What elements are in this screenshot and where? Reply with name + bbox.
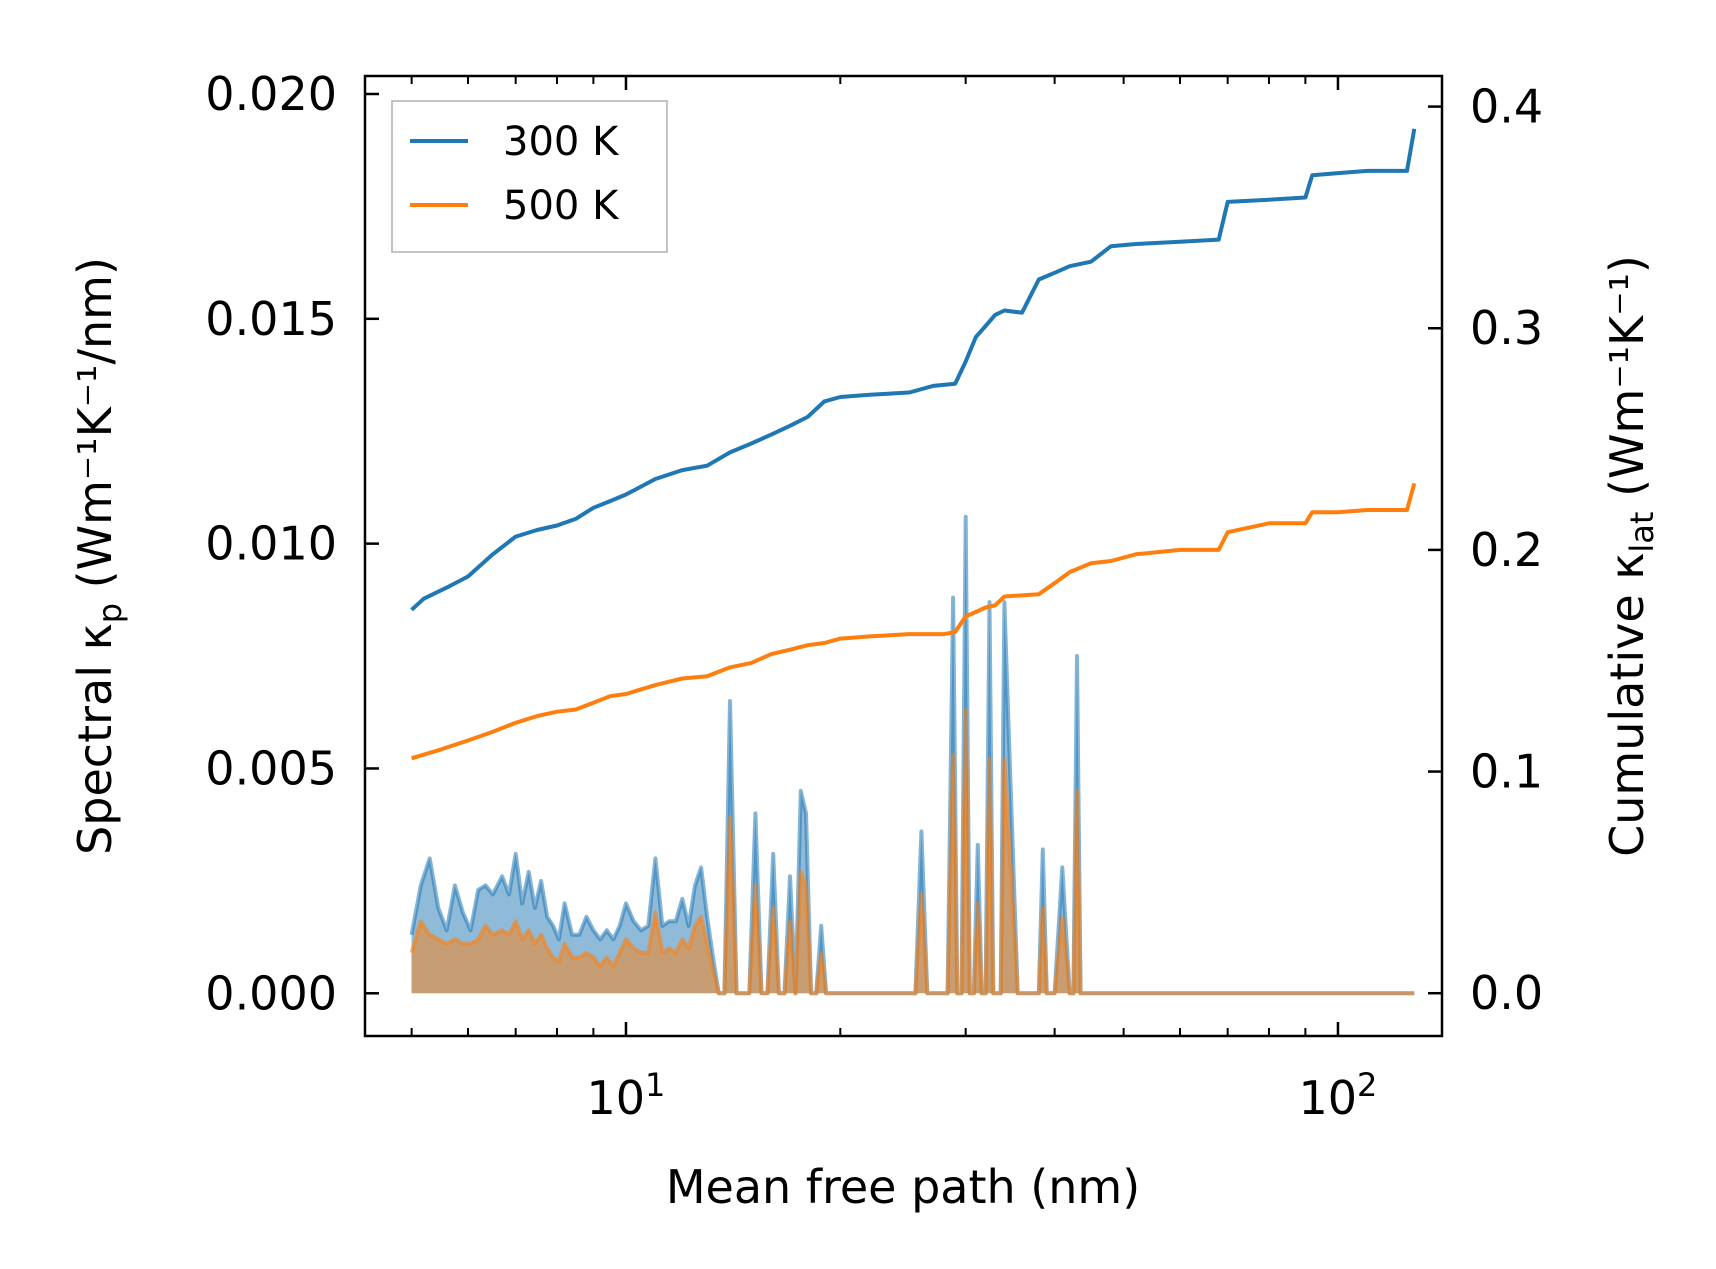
- y-right-tick-label-2: 0.2: [1470, 523, 1543, 577]
- y-left-label-space: [68, 588, 122, 603]
- plot-frame: [363, 74, 1444, 1038]
- y-left-tick-label-4: 0.020: [205, 67, 337, 121]
- spectral-layer: [409, 514, 1415, 996]
- y-right-tick-label-0: 0.0: [1470, 966, 1543, 1020]
- cumulative-layer: [410, 128, 1417, 761]
- y-right-tick-label-4: 0.4: [1470, 80, 1543, 134]
- y-right-tick-label-1: 0.1: [1470, 745, 1543, 799]
- spectral-area-500k: [411, 710, 1415, 994]
- x-axis-label: Mean free path (nm): [666, 1160, 1140, 1214]
- y-left-label-sub: p: [91, 603, 129, 623]
- y-axis-right-label: Cumulative κlat (Wm⁻¹K⁻¹): [1600, 255, 1661, 857]
- y-axis-left-label: Spectral κp (Wm⁻¹K⁻¹/nm): [68, 257, 129, 855]
- legend-box: [391, 100, 668, 253]
- legend-label-300k: 300 K: [503, 119, 620, 165]
- legend-label-500k: 500 K: [503, 183, 620, 229]
- y-right-label-base: Cumulative κ: [1600, 553, 1654, 857]
- cumulative-line-300k: [410, 128, 1417, 612]
- y-left-label-base: Spectral κ: [68, 623, 122, 855]
- legend: 300 K 500 K: [391, 100, 668, 253]
- y-left-tick-label-2: 0.010: [205, 517, 337, 571]
- spectral-line-500k: [409, 708, 1415, 996]
- y-right-label-unit: (Wm⁻¹K⁻¹): [1600, 255, 1654, 497]
- cumulative-line-500k: [411, 482, 1417, 761]
- y-left-tick-label-3: 0.015: [205, 292, 337, 346]
- ticks-layer: 0.000 0.005 0.010 0.015 0.020 0.0 0.1 0.2 0.3 0.4…: [205, 67, 1543, 1125]
- x-tick-label-1: 102: [1299, 1066, 1378, 1125]
- y-right-label-space: [1600, 497, 1654, 512]
- y-right-label-sub: lat: [1623, 512, 1661, 553]
- x-tick-label-0: 101: [587, 1066, 666, 1125]
- y-left-label-unit: (Wm⁻¹K⁻¹/nm): [68, 257, 122, 588]
- y-left-tick-label-1: 0.005: [205, 741, 337, 795]
- y-right-tick-label-3: 0.3: [1470, 301, 1543, 355]
- y-left-tick-label-0: 0.000: [205, 966, 337, 1020]
